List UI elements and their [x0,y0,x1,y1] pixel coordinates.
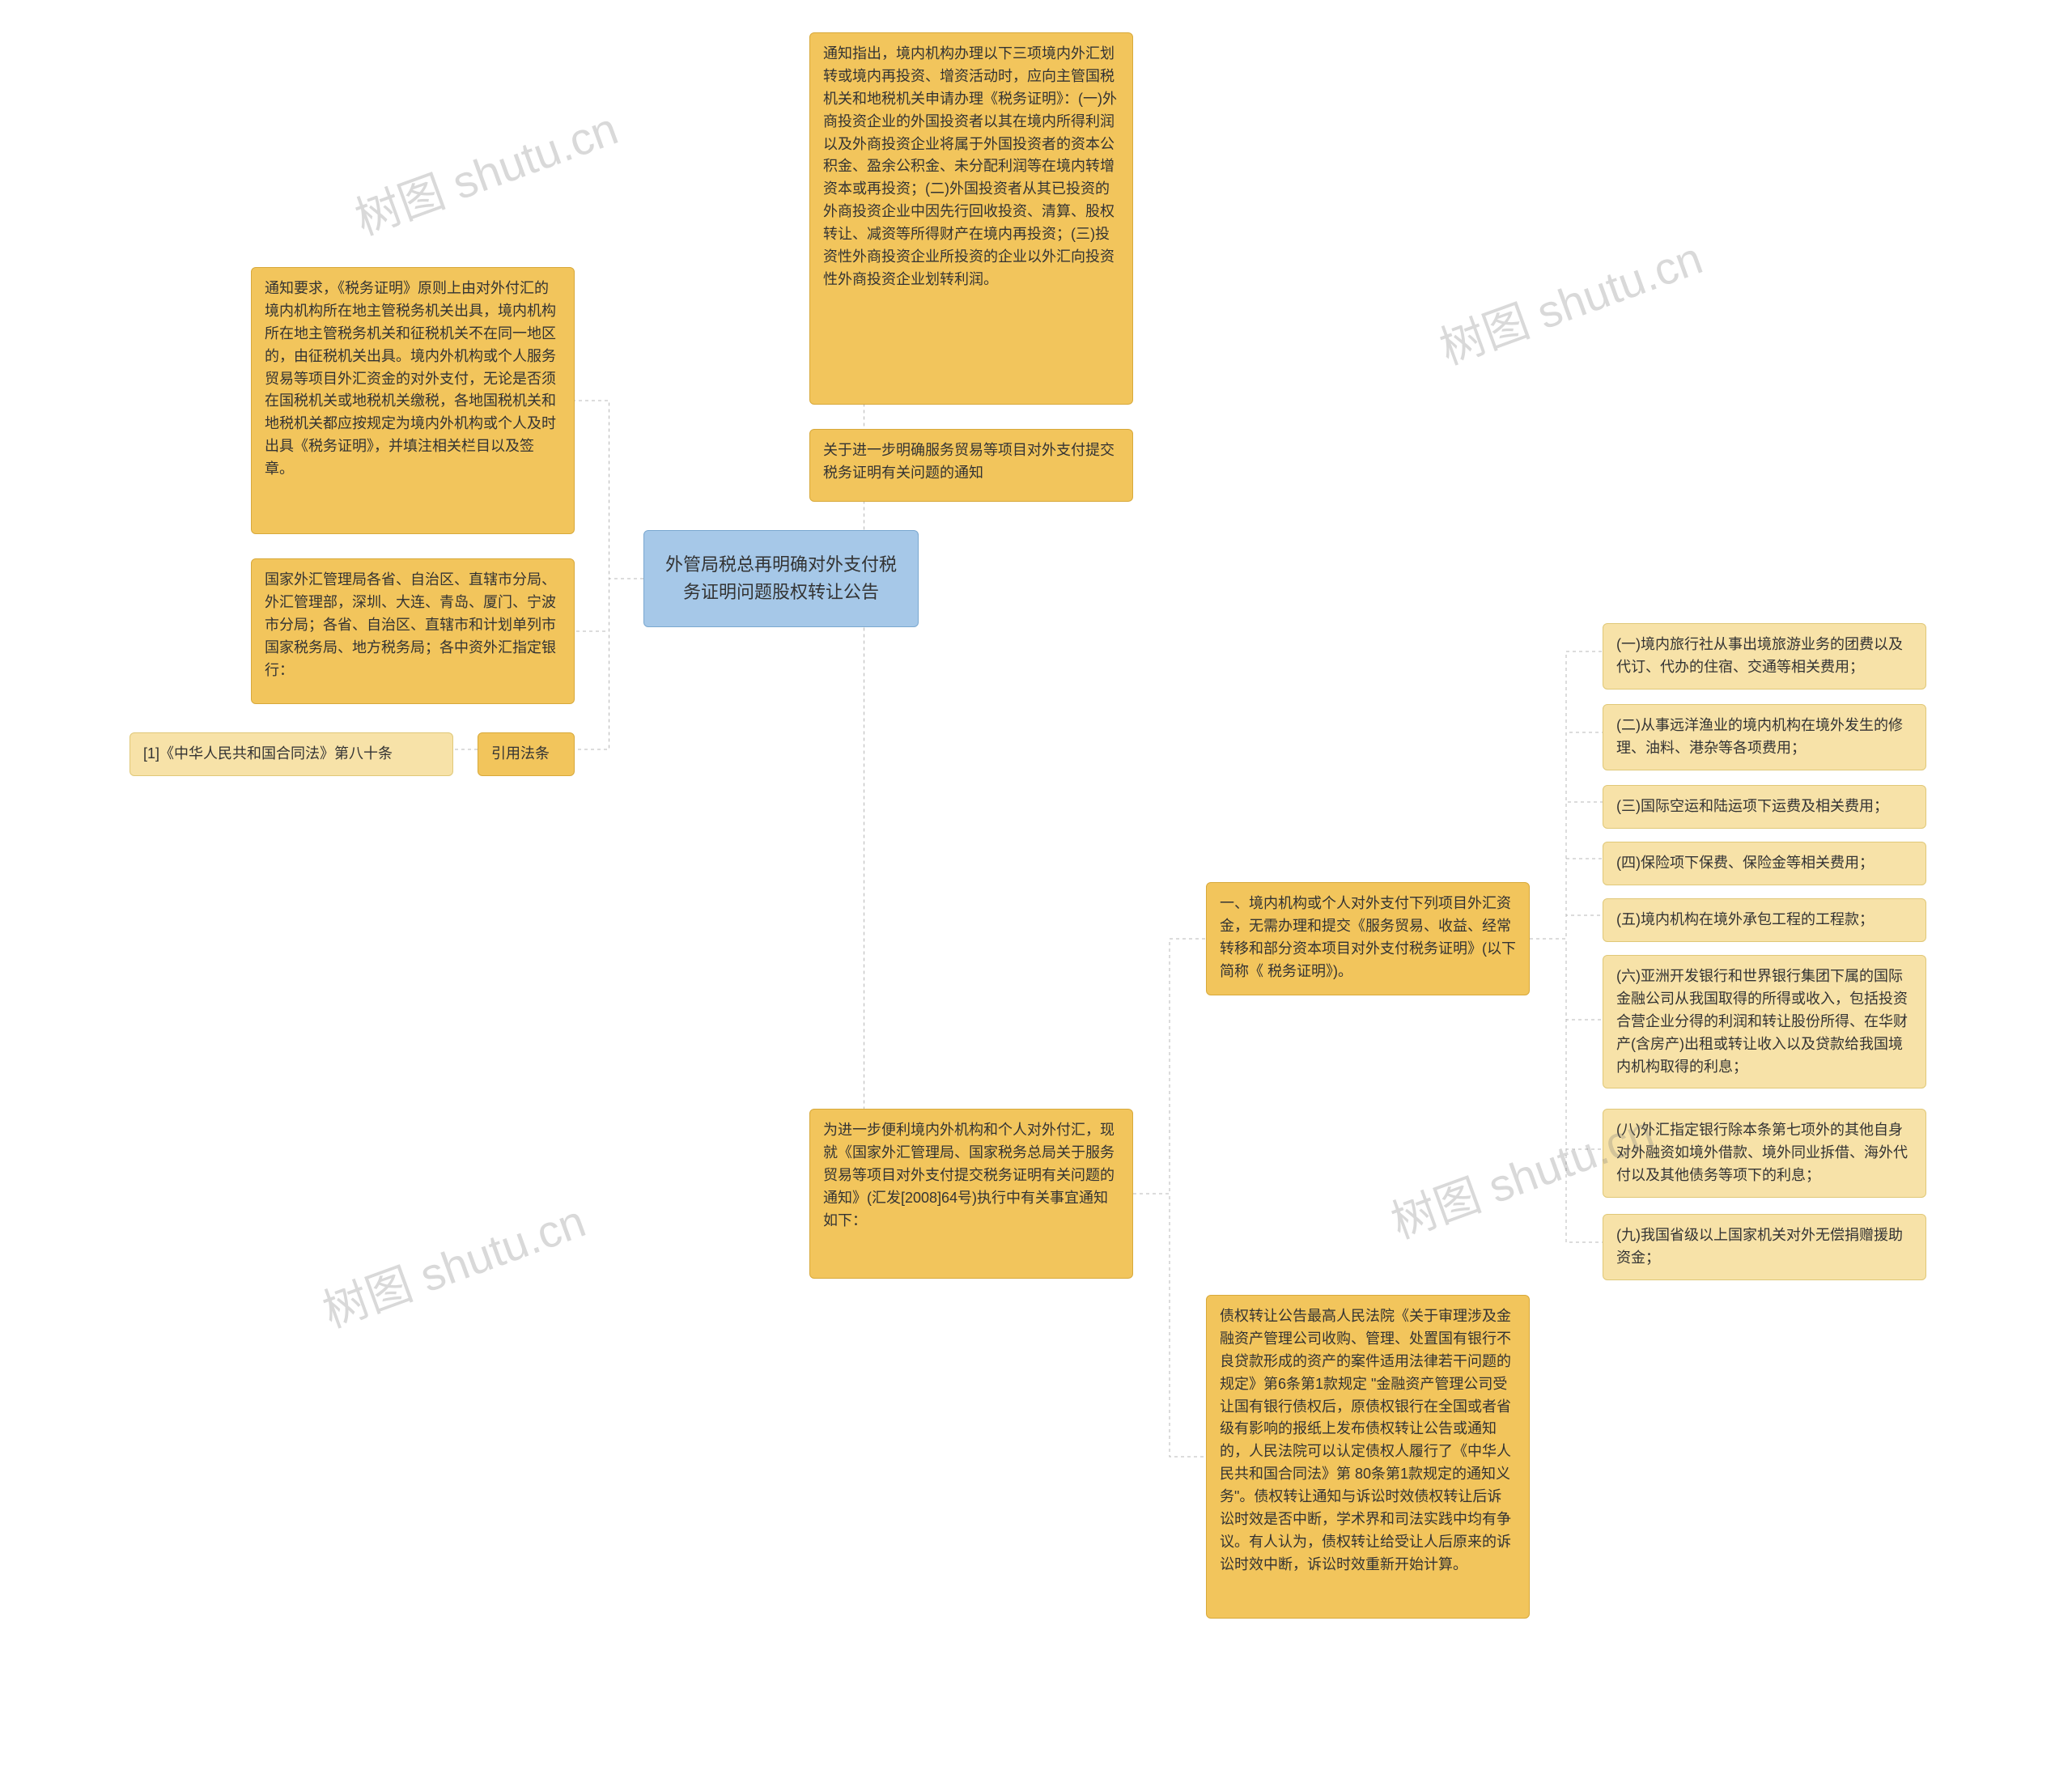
node-text: 国家外汇管理局各省、自治区、直辖市分局、外汇管理部，深圳、大连、青岛、厦门、宁波… [265,571,556,678]
node-text: 一、境内机构或个人对外支付下列项目外汇资金，无需办理和提交《服务贸易、收益、经常… [1220,895,1516,979]
left-node-3-law-ref[interactable]: [1]《中华人民共和国合同法》第八十条 [130,732,453,776]
right-node-3a[interactable]: 一、境内机构或个人对外支付下列项目外汇资金，无需办理和提交《服务贸易、收益、经常… [1206,882,1530,995]
node-text: (四)保险项下保费、保险金等相关费用； [1616,855,1874,871]
node-text: (二)从事远洋渔业的境内机构在境外发生的修理、油料、港杂等各项费用； [1616,717,1903,756]
node-text: (五)境内机构在境外承包工程的工程款； [1616,911,1874,927]
node-text: 引用法条 [491,745,550,762]
node-text: (一)境内旅行社从事出境旅游业务的团费以及代订、代办的住宿、交通等相关费用； [1616,636,1903,675]
leaf-item-9[interactable]: (九)我国省级以上国家机关对外无偿捐赠援助资金； [1603,1214,1926,1280]
leaf-item-4[interactable]: (四)保险项下保费、保险金等相关费用； [1603,842,1926,885]
mindmap-canvas: 外管局税总再明确对外支付税务证明问题股权转让公告 通知要求，《税务证明》原则上由… [0,0,2072,1778]
node-text: 关于进一步明确服务贸易等项目对外支付提交税务证明有关问题的通知 [823,442,1115,481]
node-text: (六)亚洲开发银行和世界银行集团下属的国际金融公司从我国取得的所得或收入，包括投… [1616,968,1908,1075]
node-text: (三)国际空运和陆运项下运费及相关费用； [1616,798,1888,814]
right-node-1[interactable]: 通知指出，境内机构办理以下三项境内外汇划转或境内再投资、增资活动时，应向主管国税… [809,32,1133,405]
node-text: (九)我国省级以上国家机关对外无偿捐赠援助资金； [1616,1227,1903,1266]
leaf-item-6[interactable]: (六)亚洲开发银行和世界银行集团下属的国际金融公司从我国取得的所得或收入，包括投… [1603,955,1926,1088]
root-node[interactable]: 外管局税总再明确对外支付税务证明问题股权转让公告 [643,530,919,627]
node-text: [1]《中华人民共和国合同法》第八十条 [143,745,393,762]
watermark: 树图 shutu.cn [1429,222,1710,377]
leaf-item-1[interactable]: (一)境内旅行社从事出境旅游业务的团费以及代订、代办的住宿、交通等相关费用； [1603,623,1926,690]
left-node-3-citation[interactable]: 引用法条 [478,732,575,776]
leaf-item-8[interactable]: (八)外汇指定银行除本条第七项外的其他自身对外融资如境外借款、境外同业拆借、海外… [1603,1109,1926,1198]
right-node-3b[interactable]: 债权转让公告最高人民法院《关于审理涉及金融资产管理公司收购、管理、处置国有银行不… [1206,1295,1530,1619]
leaf-item-2[interactable]: (二)从事远洋渔业的境内机构在境外发生的修理、油料、港杂等各项费用； [1603,704,1926,770]
watermark: 树图 shutu.cn [312,1185,593,1340]
node-text: 债权转让公告最高人民法院《关于审理涉及金融资产管理公司收购、管理、处置国有银行不… [1220,1308,1511,1572]
node-text: 通知指出，境内机构办理以下三项境内外汇划转或境内再投资、增资活动时，应向主管国税… [823,45,1117,287]
watermark: 树图 shutu.cn [345,92,626,248]
node-text: 为进一步便利境内外机构和个人对外付汇，现就《国家外汇管理局、国家税务总局关于服务… [823,1122,1115,1228]
node-text: 通知要求，《税务证明》原则上由对外付汇的境内机构所在地主管税务机关出具，境内机构… [265,280,556,477]
right-node-3[interactable]: 为进一步便利境内外机构和个人对外付汇，现就《国家外汇管理局、国家税务总局关于服务… [809,1109,1133,1279]
leaf-item-5[interactable]: (五)境内机构在境外承包工程的工程款； [1603,898,1926,942]
left-node-2[interactable]: 国家外汇管理局各省、自治区、直辖市分局、外汇管理部，深圳、大连、青岛、厦门、宁波… [251,558,575,704]
leaf-item-3[interactable]: (三)国际空运和陆运项下运费及相关费用； [1603,785,1926,829]
right-node-2[interactable]: 关于进一步明确服务贸易等项目对外支付提交税务证明有关问题的通知 [809,429,1133,502]
left-node-1[interactable]: 通知要求，《税务证明》原则上由对外付汇的境内机构所在地主管税务机关出具，境内机构… [251,267,575,534]
root-label: 外管局税总再明确对外支付税务证明问题股权转让公告 [657,551,905,606]
node-text: (八)外汇指定银行除本条第七项外的其他自身对外融资如境外借款、境外同业拆借、海外… [1616,1122,1908,1183]
